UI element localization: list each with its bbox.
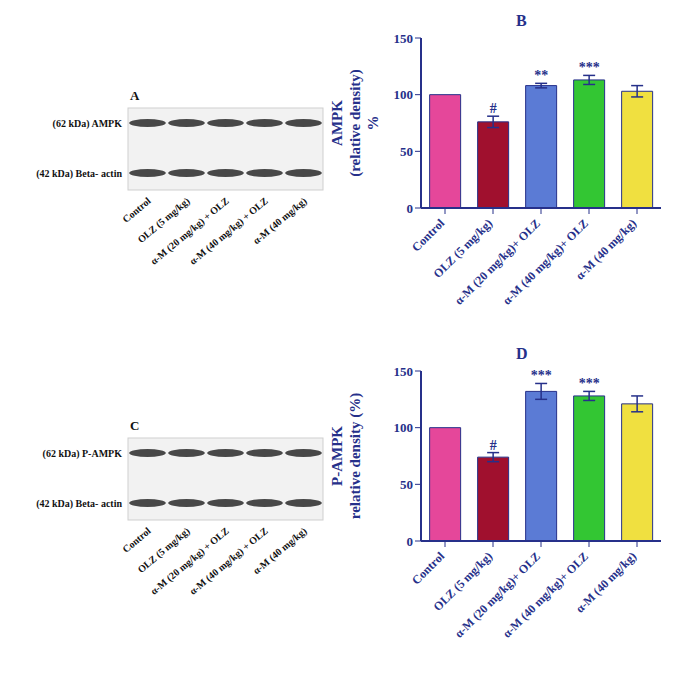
svg-text:100: 100 <box>394 87 414 102</box>
svg-text:**: ** <box>534 68 548 83</box>
svg-text:(42 kDa) Beta- actin: (42 kDa) Beta- actin <box>36 498 122 510</box>
svg-text:α-M (20 mg/kg)+ OLZ: α-M (20 mg/kg)+ OLZ <box>452 549 543 640</box>
svg-text:OLZ (5 mg/kg): OLZ (5 mg/kg) <box>430 549 496 614</box>
svg-text:α-M (20 mg/kg) + OLZ: α-M (20 mg/kg) + OLZ <box>148 195 231 267</box>
svg-text:Control: Control <box>409 216 447 254</box>
svg-text:α-M (40 mg/kg): α-M (40 mg/kg) <box>573 549 639 615</box>
svg-text:(relative density): (relative density) <box>347 69 364 177</box>
svg-text:AMPK: AMPK <box>329 100 345 146</box>
svg-text:OLZ (5 mg/kg): OLZ (5 mg/kg) <box>135 525 192 575</box>
svg-text:150: 150 <box>394 364 414 379</box>
svg-text:150: 150 <box>394 31 414 46</box>
svg-text:α-M (20 mg/kg)+ OLZ: α-M (20 mg/kg)+ OLZ <box>452 216 543 307</box>
svg-text:50: 50 <box>400 144 413 159</box>
svg-text:α-M (40 mg/kg)+ OLZ: α-M (40 mg/kg)+ OLZ <box>500 549 591 640</box>
svg-text:Control: Control <box>120 525 153 555</box>
svg-text:Control: Control <box>120 195 153 225</box>
svg-text:D: D <box>516 345 528 362</box>
svg-text:α-M (40 mg/kg) + OLZ: α-M (40 mg/kg) + OLZ <box>187 195 270 267</box>
svg-text:0: 0 <box>407 534 414 549</box>
svg-text:P-AMPK: P-AMPK <box>329 426 345 486</box>
svg-text:α-M (40 mg/kg): α-M (40 mg/kg) <box>251 195 310 247</box>
svg-text:***: *** <box>579 60 600 75</box>
svg-text:A: A <box>130 88 140 103</box>
svg-text:relative density (%): relative density (%) <box>347 393 364 519</box>
svg-text:OLZ (5 mg/kg): OLZ (5 mg/kg) <box>430 216 496 281</box>
svg-text:100: 100 <box>394 420 414 435</box>
svg-text:α-M (40 mg/kg): α-M (40 mg/kg) <box>251 525 310 577</box>
svg-text:α-M (40 mg/kg) + OLZ: α-M (40 mg/kg) + OLZ <box>187 525 270 597</box>
svg-text:(62 kDa) AMPK: (62 kDa) AMPK <box>53 118 123 130</box>
svg-text:***: *** <box>579 376 600 391</box>
svg-text:(62 kDa) P-AMPK: (62 kDa) P-AMPK <box>43 448 123 460</box>
svg-text:α-M (40 mg/kg): α-M (40 mg/kg) <box>573 216 639 282</box>
svg-text:%: % <box>365 116 381 131</box>
svg-text:***: *** <box>531 368 552 383</box>
svg-text:50: 50 <box>400 477 413 492</box>
svg-text:B: B <box>516 12 527 29</box>
svg-text:α-M (40 mg/kg)+ OLZ: α-M (40 mg/kg)+ OLZ <box>500 216 591 307</box>
svg-text:Control: Control <box>409 549 447 587</box>
svg-text:C: C <box>130 418 139 433</box>
svg-text:OLZ (5 mg/kg): OLZ (5 mg/kg) <box>135 195 192 245</box>
svg-text:#: # <box>490 438 497 453</box>
svg-text:α-M (20 mg/kg) + OLZ: α-M (20 mg/kg) + OLZ <box>148 525 231 597</box>
svg-text:0: 0 <box>407 201 414 216</box>
svg-text:#: # <box>490 101 497 116</box>
svg-text:(42 kDa) Beta- actin: (42 kDa) Beta- actin <box>36 168 122 180</box>
